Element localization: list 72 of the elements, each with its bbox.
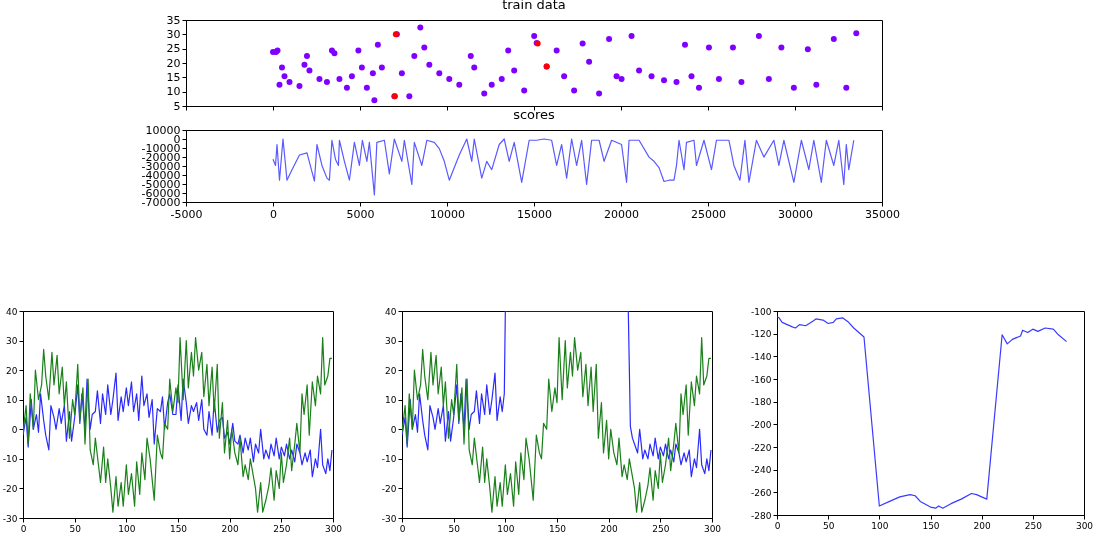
y-tick-label: -20 [381,483,397,494]
x-tick-label: 100 [118,523,136,534]
y-tick-label: -160 [751,374,772,385]
chart-title: train data [502,0,566,12]
y-tick-label: -200 [751,419,772,430]
y-tick-label: -240 [751,465,772,476]
x-tick-label: 250 [652,523,670,534]
y-tick-label: 15 [166,70,181,84]
line-series [272,138,855,196]
y-tick-label: 40 [385,306,397,317]
x-tick-label: 300 [324,523,343,534]
y-tick-label: 10 [166,85,181,99]
x-tick-label: 300 [703,523,722,534]
y-tick-label: -140 [751,351,772,362]
y-tick-label: 0 [11,424,18,435]
y-tick-label: 30 [166,27,181,41]
x-tick-label: 0 [20,523,27,534]
y-tick-label: -220 [751,442,772,453]
y-tick-label: 20 [385,365,397,376]
x-tick-label: 0 [399,523,406,534]
chart-title: scores [513,107,556,122]
y-tick-label: 10 [385,395,397,406]
y-tick-label: -30 [2,513,18,524]
y-tick-label: 35 [166,13,181,27]
x-tick-label: 200 [973,520,992,531]
y-tick-label: -280 [751,510,772,521]
y-tick-label: -180 [751,397,772,408]
x-tick-label: 50 [448,523,461,534]
x-tick-label: 15000 [517,207,552,221]
x-tick-label: 100 [871,520,889,531]
x-tick-label: 25000 [691,207,726,221]
x-tick-label: -5000 [170,207,203,221]
y-tick-label: 25 [166,42,181,56]
x-tick-label: 250 [273,523,291,534]
x-tick-label: 250 [1024,520,1043,531]
line-series [23,337,333,513]
x-tick-label: 100 [497,523,515,534]
line-series [23,372,333,478]
x-tick-label: 5000 [346,207,375,221]
x-tick-label: 50 [69,523,82,534]
x-tick-label: 200 [600,523,619,534]
x-tick-label: 200 [221,523,240,534]
y-tick-label: 40 [6,306,18,317]
y-tick-label: -30 [381,513,397,524]
y-tick-label: 20 [6,365,18,376]
x-tick-label: 150 [548,523,567,534]
line-series [402,311,712,478]
y-tick-label: 10 [6,395,18,406]
y-tick-label: -100 [751,306,772,317]
y-tick-label: -10 [2,454,18,465]
x-tick-label: 0 [774,520,781,531]
y-tick-label: 5 [173,99,181,113]
x-tick-label: 20000 [604,207,639,221]
x-tick-label: 0 [270,207,277,221]
y-tick-label: -260 [751,487,772,498]
line-series [777,316,1068,509]
y-tick-label: -120 [751,329,772,340]
x-tick-label: 10000 [430,207,465,221]
y-tick-label: 0 [390,424,397,435]
y-tick-label: -10 [381,454,397,465]
y-tick-label: -20 [2,483,18,494]
x-tick-label: 150 [169,523,188,534]
x-tick-label: 50 [822,520,835,531]
y-tick-label: 30 [6,336,18,347]
x-tick-label: 300 [1075,520,1094,531]
line-series [402,337,712,513]
x-tick-label: 30000 [778,207,813,221]
y-tick-label: 30 [385,336,397,347]
y-tick-label: 20 [166,56,181,70]
x-tick-label: 150 [922,520,940,531]
x-tick-label: 35000 [865,207,900,221]
y-tick-label: -70000 [141,195,181,209]
